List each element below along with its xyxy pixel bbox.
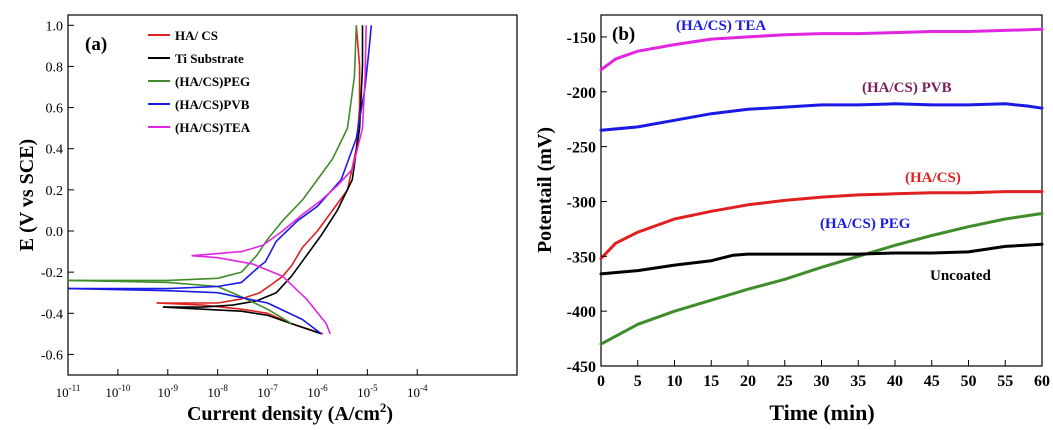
panel-a-series-line [162,306,322,335]
panel-b-x-tick-label: 30 [814,373,830,390]
panel-a-x-tick-label: 10-4 [407,383,428,400]
panel-a-legend-label: HA/ CS [175,28,218,43]
panel-b-label: (b) [612,24,635,45]
panel-a-x-tick-label: 10-7 [257,383,278,400]
panel-b-x-tick-label: 55 [997,373,1013,390]
panel-a-y-tick-label: 0.0 [46,225,64,240]
panel-b-y-tick-label: -250 [567,140,596,157]
panel-b-series-line [599,212,1044,346]
panel-a-series-line [162,25,364,308]
panel-a-y-tick-label: 0.2 [46,184,64,199]
panel-b-y-tick-label: -350 [567,249,596,266]
panel-b-annotation: (HA/CS) TEA [676,18,766,34]
panel-a-x-tick-label: 10-9 [158,383,179,400]
panel-b-series-line [599,27,1044,72]
panel-a-y-axis-label: E (V vs SCE) [16,139,38,251]
panel-a-x-tick-label: 10-5 [357,383,378,400]
panel-a-x-tick-label: 10-6 [307,383,328,400]
panel-b-series-line [599,242,1044,276]
panel-b-annotation: (HA/CS) PEG [820,216,911,232]
panel-a-x-tick-label: 10-10 [105,383,130,400]
panel-b-y-tick-label: -450 [567,359,596,376]
panel-b-y-tick-label: -200 [567,85,596,102]
panel-a-x-tick-label: 10-8 [207,383,228,400]
panel-b-y-tick-label: -400 [567,304,596,321]
panel-b-x-tick-label: 40 [887,373,903,390]
panel-a-x-tick-label: 10-11 [56,383,81,400]
panel-b-x-tick-label: 45 [924,373,940,390]
panel-a-legend-label: (HA/CS)TEA [175,120,251,135]
panel-b-x-tick-label: 50 [961,373,977,390]
panel-b-x-tick-label: 10 [667,373,683,390]
panel-a-legend-label: (HA/CS)PVB [175,97,250,112]
panel-a-y-tick-label: 1.0 [46,19,64,34]
panel-b-x-tick-label: 20 [740,373,756,390]
panel-b-y-axis-label: Potentail (mV) [534,127,556,253]
panel-b-x-tick-label: 5 [634,373,642,390]
panel-a-legend-label: (HA/CS)PEG [175,74,250,89]
panel-b-x-tick-label: 0 [597,373,605,390]
panel-a-y-tick-label: -0.4 [41,307,63,322]
panel-b-y-tick-label: -300 [567,194,596,211]
panel-b-annotation: (HA/CS) PVB [862,80,952,96]
panel-a-series-line [191,254,331,335]
panel-a-x-axis-label-main: Current density (A/cm [187,403,380,425]
panel-b-x-tick-label: 60 [1034,373,1050,390]
panel-a-x-axis-label: Current density (A/cm2) [187,400,393,425]
panel-b-x-tick-label: 25 [777,373,793,390]
panel-a-frame [67,14,518,376]
panel-a-y-tick-label: 0.8 [46,60,64,75]
panel-a-label: (a) [85,34,107,55]
panel-a-legend-label: Ti Substrate [175,51,244,66]
panel-a-y-tick-label: 0.6 [46,102,64,117]
panel-a-series-line [68,25,358,282]
panel-b-y-tick-label: -150 [567,30,596,47]
panel-a-x-axis-label-close: ) [386,403,393,425]
panel-a-series-line [67,279,292,325]
panel-a-series-line [67,287,322,335]
panel-b-series-line [599,190,1044,260]
panel-b-annotation: (HA/CS) [905,170,961,186]
panel-b-x-tick-label: 35 [850,373,866,390]
panel-a-y-tick-label: -0.2 [41,266,63,281]
panel-b: 0 5 10 15 20 25 30 35 40 45 50 55 60 -150 -200 -250 -300… [534,14,1050,425]
panel-a-x-axis-label-sup: 2 [380,400,387,415]
panel-b-series-line [599,102,1044,132]
panel-b-x-tick-label: 15 [703,373,719,390]
panel-b-x-axis-label: Time (min) [769,400,874,425]
panel-b-annotation: Uncoated [930,268,991,284]
panel-a: 10-11 10-10 10-9 10-8 10-7 10-6 10-5 10-4 -0.6 -0… [16,14,518,425]
panel-a-series-line [191,25,367,257]
panel-a-y-tick-label: -0.6 [41,348,63,363]
panel-a-y-tick-label: 0.4 [46,143,64,158]
